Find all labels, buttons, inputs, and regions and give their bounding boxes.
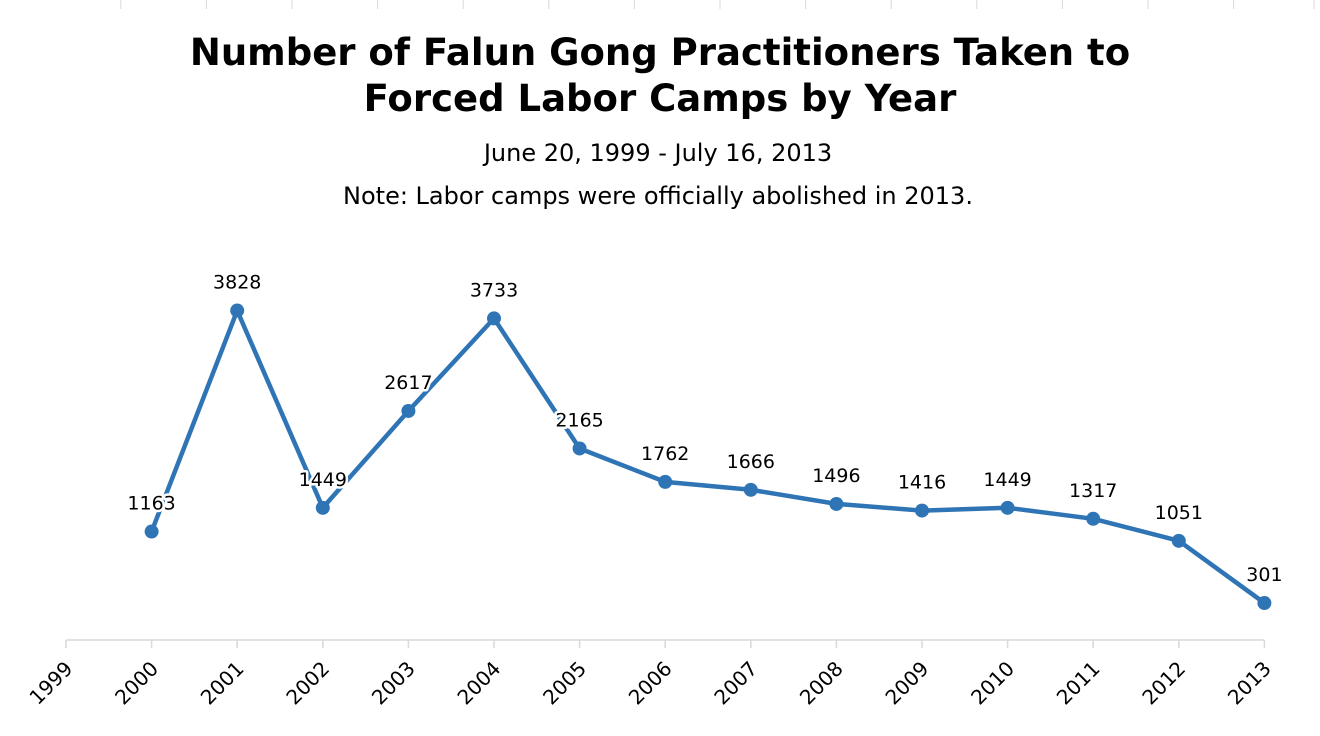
x-tick-labels: 1999 2000 2001 2002 2003 2004 2005 2006 2007 2008… [24, 656, 1275, 709]
data-label: 1449 [983, 469, 1031, 491]
chart-title: Number of Falun Gong Practitioners Taken… [0, 30, 1320, 122]
chart-title-line-1: Number of Falun Gong Practitioners Taken… [189, 31, 1131, 74]
data-point [315, 500, 330, 515]
data-point [1171, 533, 1186, 548]
series-line [149, 308, 1267, 606]
x-tick-label: 2007 [709, 656, 762, 709]
chart-title-line-2: Forced Labor Camps by Year [363, 77, 957, 120]
x-axis [65, 639, 1266, 648]
x-tick-label: 2004 [452, 656, 505, 709]
data-label: 1762 [641, 443, 689, 465]
data-point [572, 441, 587, 456]
x-tick-label: 2006 [624, 656, 677, 709]
data-label: 3733 [470, 279, 518, 301]
data-point [743, 482, 758, 497]
data-point [1257, 596, 1272, 611]
data-label: 2617 [384, 372, 432, 394]
data-labels: 1163 3828 1449 2617 3733 2165 1762 1666 1496 1416… [125, 269, 1285, 588]
data-point [1000, 500, 1015, 515]
data-label: 301 [1246, 564, 1282, 586]
data-point [144, 524, 159, 539]
data-label: 1449 [299, 469, 347, 491]
data-point [230, 303, 245, 318]
data-point [915, 503, 929, 518]
chart-note: Note: Labor camps were officially abolis… [343, 182, 973, 210]
x-tick-label: 1999 [24, 656, 77, 709]
x-tick-label: 2009 [880, 656, 933, 709]
data-point [487, 311, 501, 326]
x-tick-label: 2008 [795, 656, 848, 709]
x-tick-label: 2000 [110, 656, 163, 709]
x-tick-label: 2005 [538, 656, 591, 709]
chart-subtitle: June 20, 1999 - July 16, 2013 [483, 139, 833, 167]
series-layer [144, 303, 1272, 611]
x-tick-label: 2002 [281, 656, 334, 709]
data-label: 2165 [555, 409, 603, 431]
data-point [401, 403, 416, 418]
x-tick-label: 2013 [1223, 656, 1276, 709]
data-point [1086, 511, 1101, 526]
data-label: 1496 [812, 465, 860, 487]
x-tick-label: 2003 [367, 656, 420, 709]
data-label: 1666 [727, 451, 775, 473]
x-tick-label: 2010 [966, 656, 1019, 709]
data-label: 1317 [1069, 480, 1117, 502]
data-point [658, 474, 673, 489]
data-label: 3828 [213, 272, 261, 294]
top-tick-marks [120, 0, 1315, 9]
data-label: 1416 [898, 472, 946, 494]
x-tick-label: 2011 [1052, 656, 1105, 709]
x-tick-label: 2001 [196, 656, 249, 709]
data-point [829, 496, 844, 511]
data-label: 1163 [127, 493, 175, 515]
data-label: 1051 [1155, 502, 1203, 524]
x-tick-label: 2012 [1137, 656, 1190, 709]
